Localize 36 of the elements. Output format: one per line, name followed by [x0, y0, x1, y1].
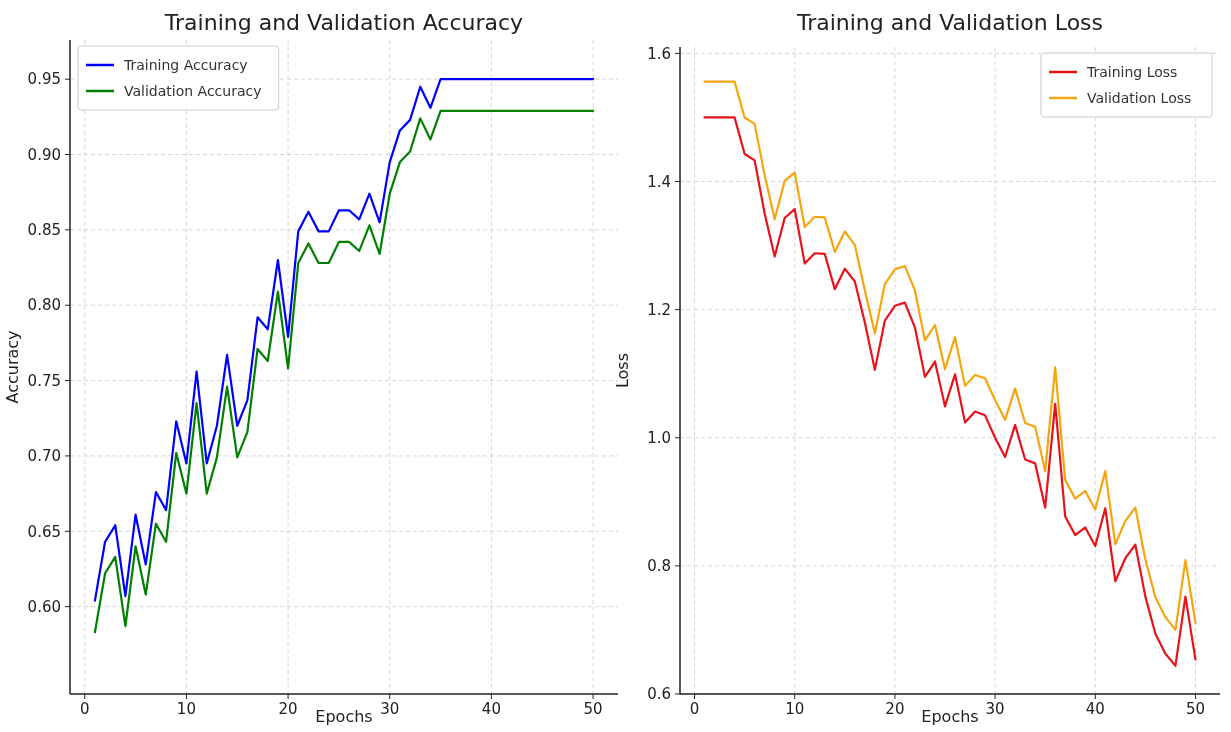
legend-label: Training Accuracy	[123, 56, 248, 73]
x-axis-title: Epochs	[921, 707, 979, 726]
y-axis-title: Accuracy	[3, 330, 22, 404]
y-tick-label: 1.0	[647, 429, 671, 448]
chart-title: Training and Validation Loss	[795, 10, 1104, 35]
legend-label: Training Loss	[1086, 63, 1178, 80]
x-tick-label: 10	[785, 700, 805, 718]
y-tick-label: 0.60	[27, 597, 61, 616]
legend-label: Validation Loss	[1087, 89, 1192, 106]
y-tick-label: 0.70	[27, 447, 61, 466]
y-tick-label: 0.95	[27, 70, 61, 89]
chart-title: Training and Validation Accuracy	[163, 10, 524, 35]
x-tick-label: 20	[278, 700, 298, 718]
legend-label: Validation Accuracy	[124, 82, 262, 99]
x-tick-label: 50	[583, 700, 603, 718]
x-tick-label: 10	[176, 700, 196, 718]
y-tick-label: 0.65	[27, 522, 61, 541]
x-tick-label: 40	[481, 700, 501, 718]
y-tick-label: 0.6	[647, 685, 671, 704]
x-tick-label: 20	[885, 700, 905, 718]
y-tick-label: 1.2	[647, 300, 671, 319]
y-tick-label: 0.80	[27, 296, 61, 315]
y-tick-label: 1.6	[647, 44, 671, 63]
y-tick-label: 0.90	[27, 145, 61, 164]
x-tick-label: 30	[380, 700, 400, 718]
y-tick-label: 0.8	[647, 557, 671, 576]
x-tick-label: 0	[79, 700, 90, 718]
x-tick-label: 0	[689, 700, 700, 718]
y-tick-label: 0.85	[27, 221, 61, 240]
x-axis-title: Epochs	[315, 707, 373, 726]
y-tick-label: 0.75	[27, 371, 61, 390]
x-tick-label: 50	[1185, 700, 1205, 718]
x-tick-label: 30	[985, 700, 1005, 718]
y-tick-label: 1.4	[647, 172, 671, 191]
y-axis-title: Loss	[613, 352, 632, 389]
x-tick-label: 40	[1085, 700, 1105, 718]
